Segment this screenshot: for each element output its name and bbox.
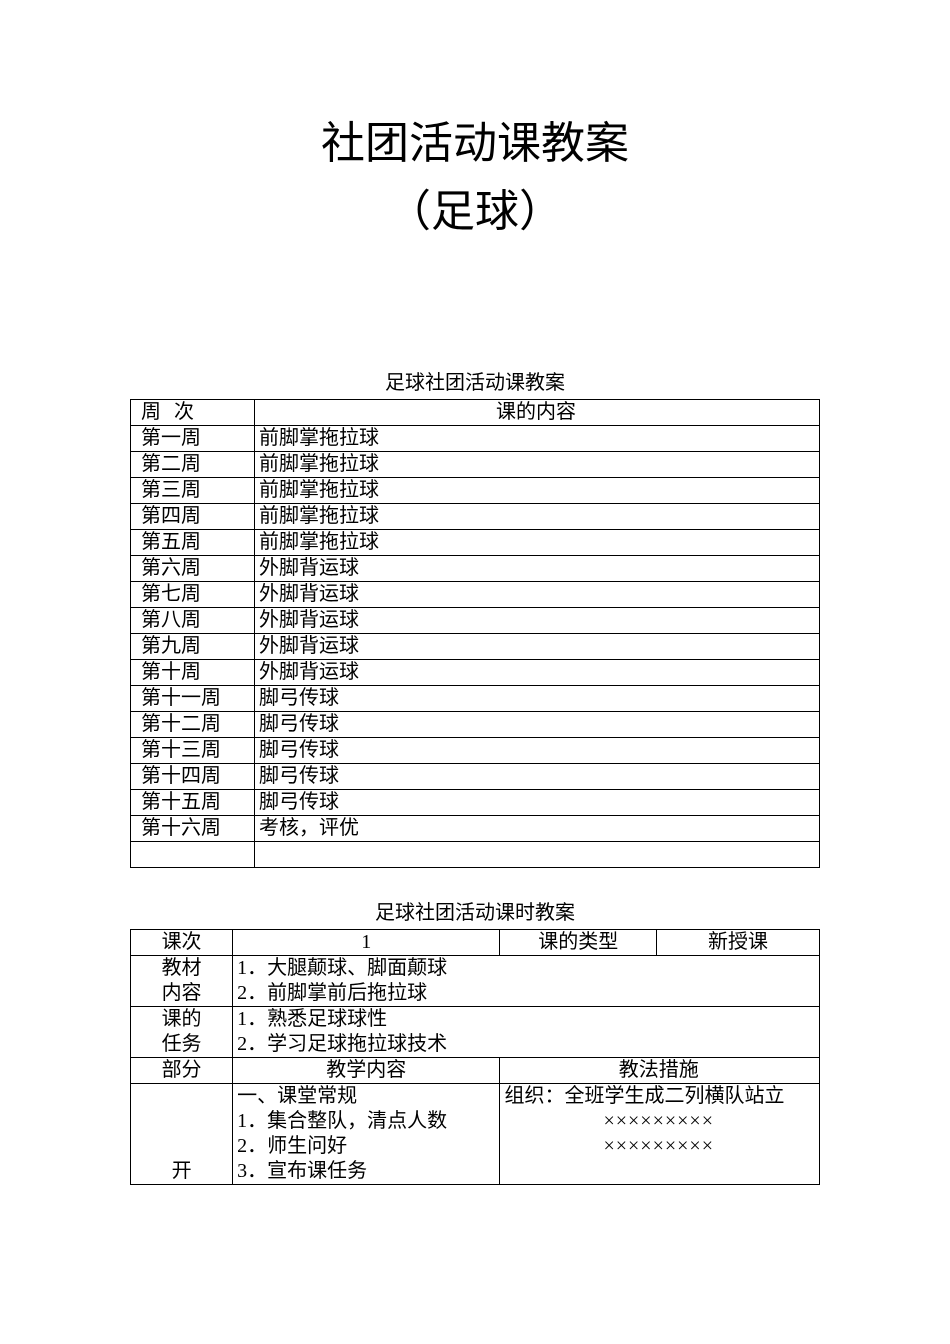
material-line2: 2．前脚掌前后拖拉球 [237, 981, 813, 1006]
week-cell: 第九周 [131, 634, 255, 660]
method-label: 教法措施 [500, 1058, 820, 1084]
content-cell: 前脚掌拖拉球 [255, 452, 820, 478]
table-row: 第五周前脚掌拖拉球 [131, 530, 820, 556]
week-cell: 第七周 [131, 582, 255, 608]
content-cell: 外脚背运球 [255, 634, 820, 660]
table-row: 第十二周脚弓传球 [131, 712, 820, 738]
schedule-empty-content [255, 842, 820, 868]
week-cell: 第十六周 [131, 816, 255, 842]
content-cell: 脚弓传球 [255, 686, 820, 712]
table-row: 第六周外脚背运球 [131, 556, 820, 582]
content-cell: 脚弓传球 [255, 790, 820, 816]
type-label: 课的类型 [500, 930, 656, 956]
schedule-caption: 足球社团活动课教案 [130, 366, 820, 395]
table-row: 第一周前脚掌拖拉球 [131, 426, 820, 452]
open-content-l2: 1．集合整队，清点人数 [237, 1109, 495, 1134]
week-cell: 第十四周 [131, 764, 255, 790]
table-row: 第九周外脚背运球 [131, 634, 820, 660]
table-row: 第十四周脚弓传球 [131, 764, 820, 790]
schedule-header-row: 周 次 课的内容 [131, 400, 820, 426]
table-row: 第八周外脚背运球 [131, 608, 820, 634]
session-label: 课次 [131, 930, 233, 956]
material-line1: 1．大腿颠球、脚面颠球 [237, 956, 813, 981]
content-cell: 脚弓传球 [255, 764, 820, 790]
title-line-1: 社团活动课教案 [321, 119, 629, 168]
content-cell: 前脚掌拖拉球 [255, 530, 820, 556]
schedule-table: 周 次 课的内容 第一周前脚掌拖拉球第二周前脚掌拖拉球第三周前脚掌拖拉球第四周前… [130, 399, 820, 868]
material-label: 教材 内容 [131, 956, 233, 1007]
lesson-row-headers: 部分 教学内容 教法措施 [131, 1058, 820, 1084]
task-content: 1．熟悉足球球性 2．学习足球拖拉球技术 [233, 1007, 820, 1058]
table-row: 第十三周脚弓传球 [131, 738, 820, 764]
content-cell: 外脚背运球 [255, 608, 820, 634]
lesson-table: 课次 1 课的类型 新授课 教材 内容 1．大腿颠球、脚面颠球 2．前脚掌前后拖… [130, 929, 820, 1185]
material-content: 1．大腿颠球、脚面颠球 2．前脚掌前后拖拉球 [233, 956, 820, 1007]
schedule-header-content: 课的内容 [255, 400, 820, 426]
content-cell: 脚弓传球 [255, 738, 820, 764]
week-cell: 第十五周 [131, 790, 255, 816]
task-label: 课的 任务 [131, 1007, 233, 1058]
task-line2: 2．学习足球拖拉球技术 [237, 1032, 813, 1057]
week-cell: 第十一周 [131, 686, 255, 712]
task-line1: 1．熟悉足球球性 [237, 1007, 813, 1032]
material-label-l2: 内容 [137, 981, 226, 1006]
table-row: 第三周前脚掌拖拉球 [131, 478, 820, 504]
table-row: 第七周外脚背运球 [131, 582, 820, 608]
content-cell: 脚弓传球 [255, 712, 820, 738]
week-cell: 第三周 [131, 478, 255, 504]
week-cell: 第十二周 [131, 712, 255, 738]
content-cell: 外脚背运球 [255, 582, 820, 608]
table-row: 第十一周脚弓传球 [131, 686, 820, 712]
table-row: 第十周外脚背运球 [131, 660, 820, 686]
week-cell: 第五周 [131, 530, 255, 556]
week-cell: 第二周 [131, 452, 255, 478]
schedule-empty-row [131, 842, 820, 868]
lesson-row-session: 课次 1 课的类型 新授课 [131, 930, 820, 956]
week-cell: 第四周 [131, 504, 255, 530]
method-pattern2: ××××××××× [504, 1134, 813, 1159]
lesson-row-task: 课的 任务 1．熟悉足球球性 2．学习足球拖拉球技术 [131, 1007, 820, 1058]
content-cell: 前脚掌拖拉球 [255, 478, 820, 504]
table-row: 第四周前脚掌拖拉球 [131, 504, 820, 530]
material-label-l1: 教材 [137, 956, 226, 981]
content-cell: 考核，评优 [255, 816, 820, 842]
task-label-l1: 课的 [137, 1007, 226, 1032]
week-cell: 第八周 [131, 608, 255, 634]
week-cell: 第十三周 [131, 738, 255, 764]
teach-content-label: 教学内容 [233, 1058, 500, 1084]
lesson-row-material: 教材 内容 1．大腿颠球、脚面颠球 2．前脚掌前后拖拉球 [131, 956, 820, 1007]
content-cell: 外脚背运球 [255, 660, 820, 686]
title-line-2: （足球） [387, 187, 563, 236]
content-cell: 前脚掌拖拉球 [255, 504, 820, 530]
session-value: 1 [233, 930, 500, 956]
week-cell: 第一周 [131, 426, 255, 452]
method-pattern1: ××××××××× [504, 1109, 813, 1134]
open-content-l3: 2．师生问好 [237, 1134, 495, 1159]
type-value: 新授课 [656, 930, 819, 956]
open-content-l1: 一、课堂常规 [237, 1084, 495, 1109]
open-method-content: 组织：全班学生成二列横队站立 ××××××××× ××××××××× [500, 1084, 820, 1185]
task-label-l2: 任务 [137, 1032, 226, 1057]
table-row: 第十六周考核，评优 [131, 816, 820, 842]
document-title: 社团活动课教案 （足球） [130, 110, 820, 246]
lesson-row-open: 开 一、课堂常规 1．集合整队，清点人数 2．师生问好 3．宣布课任务 组织：全… [131, 1084, 820, 1185]
week-cell: 第六周 [131, 556, 255, 582]
week-cell: 第十周 [131, 660, 255, 686]
table-row: 第十五周脚弓传球 [131, 790, 820, 816]
lesson-caption: 足球社团活动课时教案 [130, 896, 820, 925]
schedule-header-week: 周 次 [131, 400, 255, 426]
part-label: 部分 [131, 1058, 233, 1084]
method-line1: 组织：全班学生成二列横队站立 [504, 1084, 813, 1109]
schedule-empty-week [131, 842, 255, 868]
open-part-label: 开 [131, 1084, 233, 1185]
content-cell: 前脚掌拖拉球 [255, 426, 820, 452]
open-content-l4: 3．宣布课任务 [237, 1159, 495, 1184]
open-teach-content: 一、课堂常规 1．集合整队，清点人数 2．师生问好 3．宣布课任务 [233, 1084, 500, 1185]
content-cell: 外脚背运球 [255, 556, 820, 582]
table-row: 第二周前脚掌拖拉球 [131, 452, 820, 478]
